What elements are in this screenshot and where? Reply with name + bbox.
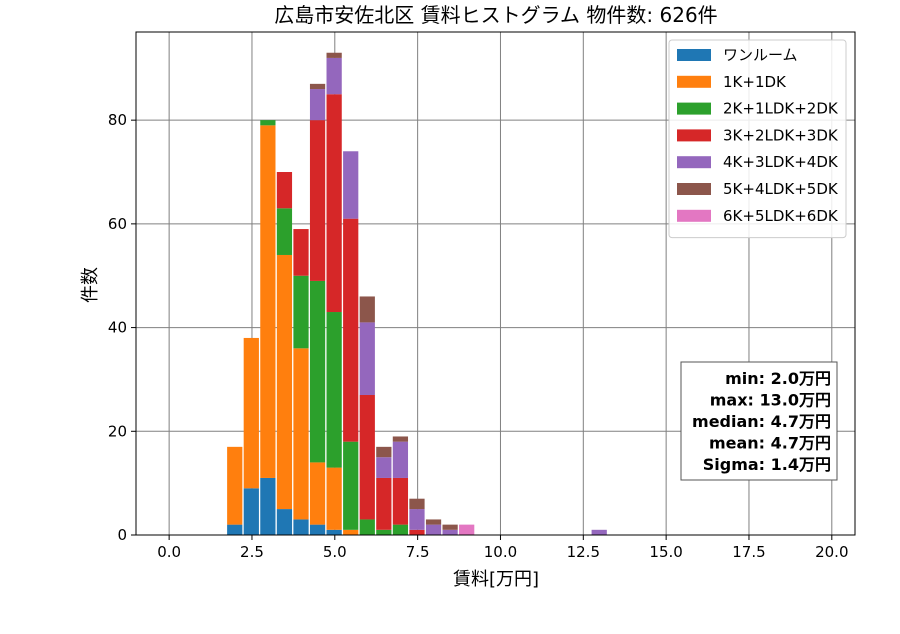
y-axis-label: 件数 <box>80 267 101 303</box>
bar-segment <box>326 52 342 58</box>
bar-segment <box>293 348 309 520</box>
bar-segment <box>276 208 293 255</box>
bar-segment <box>260 477 276 535</box>
bar-segment <box>260 120 276 126</box>
bar-segment <box>442 529 458 535</box>
bar-segment <box>343 441 359 530</box>
legend-swatch <box>677 102 711 115</box>
bar-segment <box>326 312 342 468</box>
bar-segment <box>409 529 425 535</box>
bar-segment <box>309 524 326 535</box>
legend: ワンルーム 1K+1DK 2K+1LDK+2DK 3K+2LDK+3DK 4K+3LDK… <box>668 39 847 239</box>
bar-segment <box>227 524 243 535</box>
stats-line: max: 13.0万円 <box>710 391 831 410</box>
legend-swatch <box>677 156 711 169</box>
y-tick-label: 80 <box>108 111 127 129</box>
bar-segment <box>425 519 442 525</box>
legend-label: 6K+5LDK+6DK <box>723 207 839 225</box>
legend-label: 5K+4LDK+5DK <box>723 180 839 198</box>
bar-segment <box>326 529 342 535</box>
x-tick-label: 20.0 <box>815 543 848 561</box>
bar-segment <box>359 296 375 323</box>
bar-segment <box>260 125 276 478</box>
bar-segment <box>293 519 309 535</box>
stats-line: min: 2.0万円 <box>725 369 831 388</box>
legend-swatch <box>677 49 711 61</box>
x-tick-label: 0.0 <box>157 543 181 561</box>
bar-segment <box>591 529 607 535</box>
bar-segment <box>309 89 326 121</box>
y-tick-label: 60 <box>108 215 127 233</box>
legend-label: 3K+2LDK+3DK <box>723 126 839 144</box>
bar-segment <box>376 529 392 535</box>
bar-segment <box>243 488 259 535</box>
x-axis-label: 賃料[万円] <box>453 569 539 590</box>
bar-segment <box>359 322 375 395</box>
bar-segment <box>392 441 409 478</box>
bar-segment <box>442 524 458 530</box>
legend-box <box>668 39 847 239</box>
x-tick-label: 7.5 <box>406 543 430 561</box>
stats-line: median: 4.7万円 <box>692 412 831 431</box>
bar-segment <box>392 477 409 525</box>
bars-layer <box>227 52 607 535</box>
stats-line: mean: 4.7万円 <box>709 434 831 453</box>
bar-segment <box>309 462 326 525</box>
bar-segment <box>343 529 359 535</box>
bar-segment <box>326 57 342 95</box>
stats-box: min: 2.0万円 max: 13.0万円 median: 4.7万円 mean: … <box>680 361 838 481</box>
legend-label: 1K+1DK <box>723 73 787 91</box>
legend-label: ワンルーム <box>723 46 798 64</box>
bar-segment <box>293 229 309 276</box>
bar-segment <box>376 446 392 458</box>
bar-segment <box>409 498 425 510</box>
bar-segment <box>227 446 243 525</box>
bar-segment <box>276 509 293 535</box>
x-tick-label: 10.0 <box>484 543 517 561</box>
legend-swatch <box>677 75 711 88</box>
bar-segment <box>425 524 442 535</box>
bar-segment <box>326 467 342 530</box>
stats-frame <box>680 361 838 481</box>
legend-label: 4K+3LDK+4DK <box>723 153 839 171</box>
bar-segment <box>276 172 293 209</box>
x-tick-label: 15.0 <box>649 543 682 561</box>
bar-segment <box>392 436 409 442</box>
bar-segment <box>392 524 409 535</box>
bar-segment <box>309 280 326 463</box>
bar-segment <box>343 218 359 442</box>
plot-frame <box>135 31 856 536</box>
bar-segment <box>376 457 392 478</box>
ticks-layer: 0.0 2.5 5.0 7.5 10.0 12.5 15.0 17.5 20.0 0 20 40 60 8… <box>108 111 849 561</box>
bar-segment <box>276 254 293 510</box>
legend-swatch <box>677 129 711 142</box>
bar-segment <box>376 477 392 530</box>
x-tick-label: 12.5 <box>567 543 600 561</box>
y-tick-label: 40 <box>108 319 127 337</box>
x-tick-label: 2.5 <box>240 543 264 561</box>
x-tick-label: 17.5 <box>732 543 765 561</box>
bar-segment <box>343 151 359 219</box>
stats-line: Sigma: 1.4万円 <box>703 455 831 474</box>
bar-segment <box>309 83 326 90</box>
bar-segment <box>459 524 475 535</box>
bar-segment <box>359 519 375 535</box>
y-tick-label: 0 <box>117 526 127 544</box>
bar-segment <box>293 275 309 349</box>
legend-swatch <box>677 183 711 195</box>
bar-segment <box>326 94 342 313</box>
bar-segment <box>359 394 375 520</box>
bar-segment <box>243 337 259 489</box>
x-tick-label: 5.0 <box>323 543 347 561</box>
chart-title: 広島市安佐北区 賃料ヒストグラム 物件数: 626件 <box>274 3 717 27</box>
bar-segment <box>309 120 326 281</box>
legend-swatch <box>677 209 711 222</box>
bar-segment <box>409 509 425 530</box>
y-tick-label: 20 <box>108 422 127 440</box>
legend-label: 2K+1LDK+2DK <box>723 100 839 118</box>
